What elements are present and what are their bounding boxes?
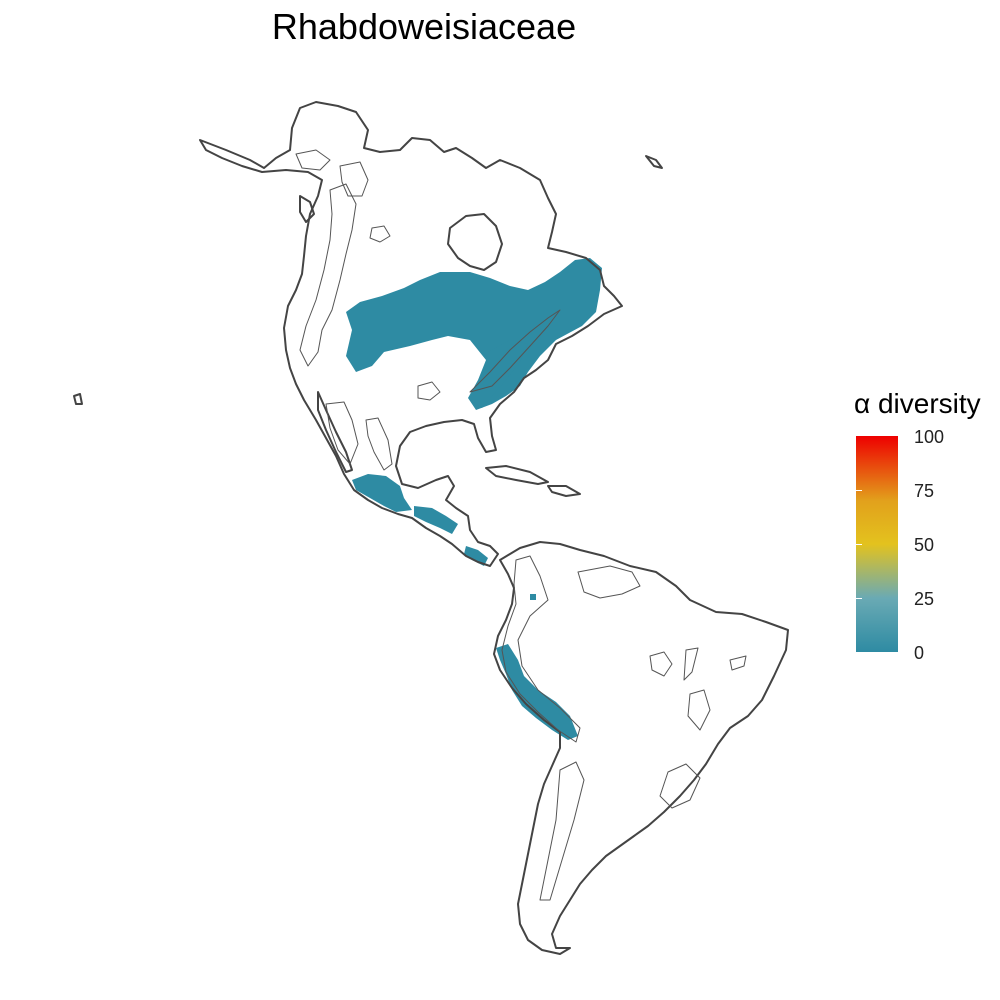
great-basin-outline xyxy=(325,401,359,465)
legend-tick-mark xyxy=(856,490,862,491)
map-title: Rhabdoweisiaceae xyxy=(271,6,577,47)
legend-tick-mark xyxy=(898,490,904,491)
andes-outline xyxy=(501,555,581,743)
cells-central-america xyxy=(414,506,458,534)
ozark-outline xyxy=(417,381,441,401)
sierra-madre-outline xyxy=(365,417,393,471)
atlantic-forest-outline xyxy=(659,763,701,809)
legend-tick-mark xyxy=(898,544,904,545)
coastlines xyxy=(73,101,789,955)
vancouver-island xyxy=(299,195,315,223)
baja-california xyxy=(317,391,353,473)
brazil-plateau-outline-3 xyxy=(729,655,747,671)
legend-tick-label: 50 xyxy=(914,535,935,555)
north-america-coast xyxy=(199,101,623,567)
south-america-coast xyxy=(493,541,789,955)
cells-andes xyxy=(496,644,578,740)
cells-panama xyxy=(464,546,488,566)
cells-colombia xyxy=(530,594,536,600)
cuba xyxy=(485,465,549,485)
legend-tick-label: 25 xyxy=(914,589,935,609)
legend-tick-mark xyxy=(898,598,904,599)
ecoregion-outlines xyxy=(295,149,747,901)
legend-tick-label: 75 xyxy=(914,481,935,501)
patagonia-outline xyxy=(539,761,585,901)
legend-tick-mark xyxy=(856,598,862,599)
brazil-plateau-outline-1 xyxy=(649,651,673,677)
legend-title: α diversity xyxy=(854,388,981,419)
hispaniola xyxy=(547,485,581,497)
brazil-plateau-outline-4 xyxy=(687,689,711,731)
hawaii xyxy=(73,393,83,405)
diversity-cells xyxy=(346,258,602,740)
rocky-mountains-outline xyxy=(299,183,357,367)
legend: α diversity 100 75 50 25 0 xyxy=(852,388,1000,668)
hudson-bay xyxy=(447,213,503,271)
brazil-plateau-outline-2 xyxy=(683,647,699,681)
alaska-range-outline xyxy=(295,149,331,171)
cells-mexico xyxy=(352,474,412,512)
cells-appalachian xyxy=(474,340,528,408)
appalachian-outline xyxy=(469,309,561,393)
legend-colorbar xyxy=(856,436,898,652)
canadian-lake-outline xyxy=(369,225,391,243)
legend-tick-label: 100 xyxy=(914,427,945,447)
yukon-outline xyxy=(339,161,369,197)
greenland-edge xyxy=(645,155,663,169)
legend-tick-mark xyxy=(856,544,862,545)
cells-north-america xyxy=(346,258,602,410)
legend-tick-label: 0 xyxy=(914,643,925,663)
guiana-outline xyxy=(577,565,641,599)
